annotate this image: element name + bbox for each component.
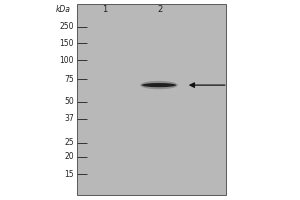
Text: 25: 25 [64, 138, 74, 147]
Text: 75: 75 [64, 75, 74, 84]
Text: 50: 50 [64, 97, 74, 106]
Text: 37: 37 [64, 114, 74, 123]
Text: 20: 20 [64, 152, 74, 161]
Text: kDa: kDa [56, 5, 71, 14]
Bar [77, 4, 226, 195]
Text: 1: 1 [103, 5, 108, 14]
Text: 15: 15 [64, 170, 74, 179]
Text: 100: 100 [59, 56, 74, 65]
Text: 150: 150 [59, 39, 74, 48]
Ellipse shape [142, 83, 176, 87]
Ellipse shape [140, 81, 178, 89]
Text: 250: 250 [59, 22, 74, 31]
Text: 2: 2 [158, 5, 163, 14]
